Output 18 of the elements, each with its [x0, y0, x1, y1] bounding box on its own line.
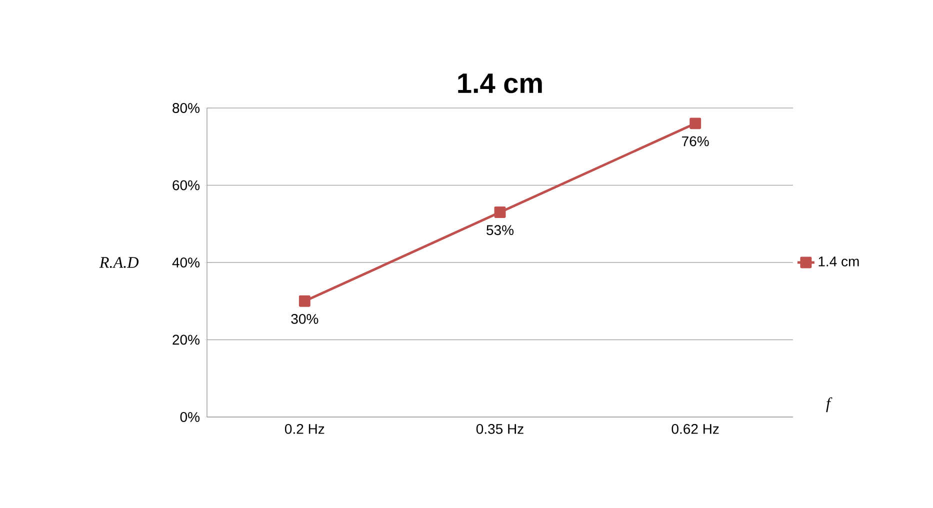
y-tick-label: 40%	[172, 258, 200, 268]
x-axis-title: f	[826, 397, 832, 412]
y-tick-label: 20%	[172, 334, 200, 345]
y-tick-label: 60%	[172, 180, 200, 190]
y-axis-title: R.A.D	[99, 257, 139, 268]
x-tick-label: 0.2 Hz	[284, 424, 324, 434]
y-tick-label: 0%	[180, 412, 200, 422]
point	[298, 295, 310, 307]
point	[690, 118, 702, 130]
x-tick-label: 0.62 Hz	[672, 424, 719, 434]
data-label: 53%	[486, 225, 514, 236]
data-label: 76%	[682, 136, 709, 146]
y-tick-label: 80%	[172, 103, 200, 113]
x-tick-label: 0.35 Hz	[476, 424, 524, 434]
data-label: 30%	[291, 314, 318, 324]
point	[494, 206, 506, 218]
legend-label: 1.4 cm	[818, 256, 859, 266]
chart-title: 1.4 cm	[458, 74, 542, 94]
